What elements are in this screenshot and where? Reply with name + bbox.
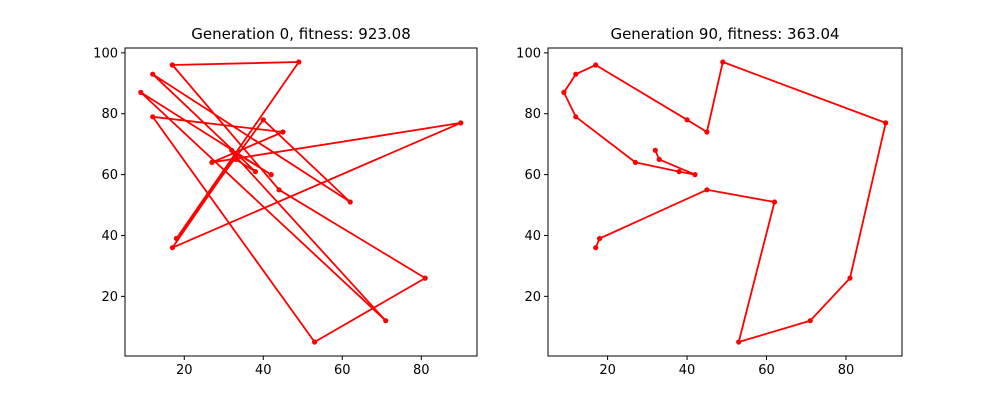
city-point — [169, 245, 175, 251]
y-tick-label: 100 — [516, 46, 541, 61]
city-point — [209, 159, 215, 165]
city-point — [280, 129, 286, 135]
city-point — [676, 169, 682, 175]
city-point — [173, 235, 179, 242]
city-point — [652, 147, 658, 153]
y-tick-label: 60 — [524, 168, 541, 183]
y-tick-label: 80 — [101, 107, 118, 122]
city-point — [883, 120, 889, 126]
y-tick-label: 20 — [524, 290, 541, 305]
city-point — [597, 235, 603, 242]
city-point — [296, 59, 302, 65]
city-point — [561, 89, 567, 95]
x-tick-label: 80 — [838, 363, 855, 378]
city-point — [704, 129, 710, 135]
axes-frame — [124, 47, 478, 357]
city-point — [312, 339, 318, 345]
x-tick-label: 80 — [413, 363, 430, 378]
x-tick-label: 40 — [255, 363, 272, 378]
city-point — [684, 117, 690, 123]
city-point — [807, 318, 813, 324]
city-point — [736, 339, 742, 345]
city-point — [458, 120, 464, 126]
city-point — [422, 275, 428, 281]
chart-title: Generation 0, fitness: 923.08 — [191, 25, 411, 43]
plot-generation-90: Generation 90, fitness: 363.04 20 40 60 80 20… — [516, 25, 903, 378]
city-point — [150, 114, 156, 120]
x-tick-label: 20 — [176, 363, 193, 378]
city-point — [573, 114, 579, 120]
city-point — [233, 153, 239, 159]
chart-title: Generation 90, fitness: 363.04 — [610, 25, 839, 43]
y-tick-label: 80 — [524, 107, 541, 122]
city-point — [169, 62, 175, 68]
city-point — [720, 59, 726, 65]
city-point — [252, 169, 258, 175]
city-point — [704, 187, 710, 193]
city-point — [847, 275, 853, 281]
city-point — [692, 172, 698, 178]
x-tick-label: 60 — [758, 363, 775, 378]
city-point — [383, 318, 389, 324]
city-point — [268, 172, 274, 178]
city-point — [771, 199, 778, 205]
city-point — [138, 89, 144, 95]
y-tick-label: 100 — [93, 46, 118, 61]
city-point — [347, 199, 353, 205]
city-point — [150, 71, 156, 77]
route-line — [563, 61, 887, 343]
plot-generation-0: Generation 0, fitness: 923.08 20 40 60 80 20 4… — [93, 25, 478, 378]
y-tick-label: 40 — [101, 229, 118, 244]
city-point — [593, 62, 599, 68]
y-tick-label: 60 — [101, 168, 118, 183]
city-point — [229, 147, 235, 153]
route-line — [139, 61, 462, 343]
x-tick-label: 60 — [334, 363, 351, 378]
city-point — [632, 159, 639, 165]
x-tick-label: 20 — [599, 363, 616, 378]
city-point — [276, 187, 282, 193]
y-tick-label: 20 — [101, 290, 118, 305]
city-point — [656, 156, 662, 162]
y-tick-label: 40 — [524, 229, 541, 244]
x-tick-label: 40 — [679, 363, 696, 378]
axes-frame — [547, 47, 903, 357]
city-point — [260, 117, 266, 123]
city-point — [573, 71, 579, 77]
city-point — [593, 245, 599, 251]
